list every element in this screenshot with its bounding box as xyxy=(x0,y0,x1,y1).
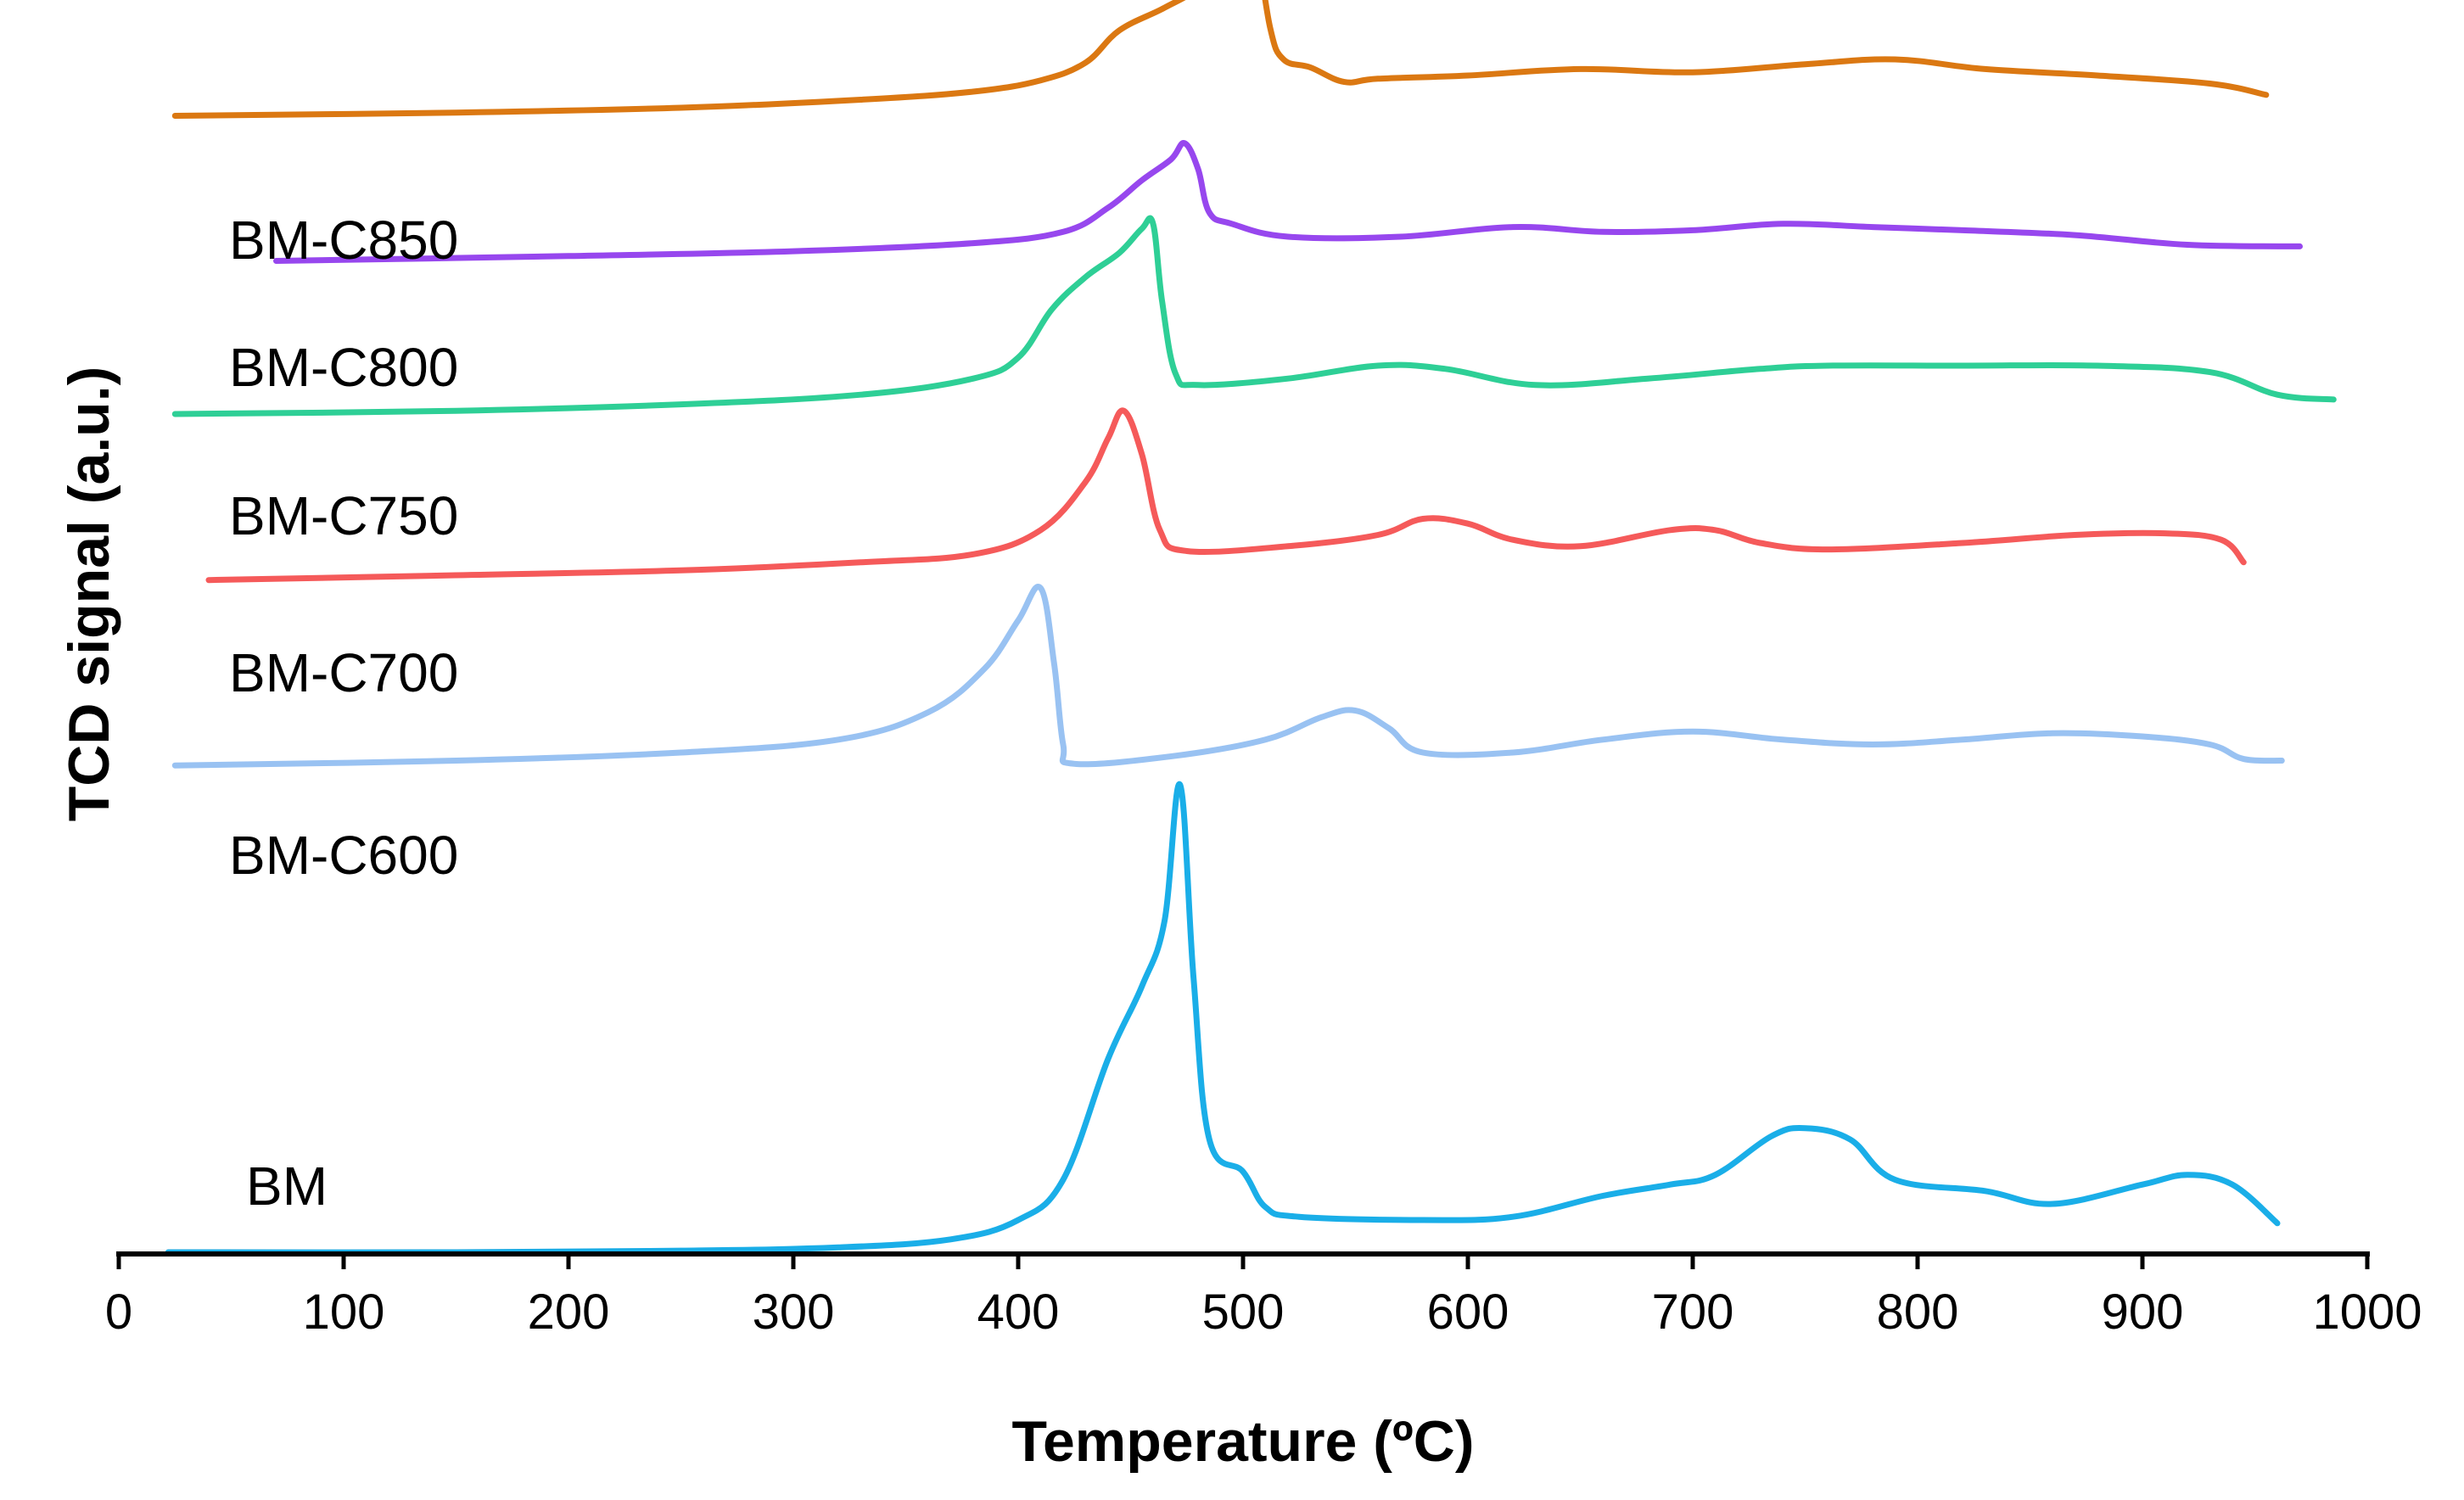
series-label-bm-c800: BM-C800 xyxy=(229,337,458,398)
series-line-bm-c600 xyxy=(171,583,2285,769)
x-tick-label: 800 xyxy=(1877,1285,1959,1340)
series-line-bm xyxy=(165,781,2281,1256)
x-tick-label: 1000 xyxy=(2312,1285,2422,1340)
series-labels: BM BM-C600 BM-C700 BM-C750 BM-C800 BM-C850 xyxy=(229,210,458,1217)
series-curves xyxy=(165,0,2337,1256)
x-tick-label: 200 xyxy=(528,1285,610,1340)
series-label-bm: BM xyxy=(246,1156,328,1217)
x-tick-label: 100 xyxy=(303,1285,385,1340)
series-label-bm-c850: BM-C850 xyxy=(229,210,458,271)
x-axis-title: Temperature (ºC) xyxy=(1012,1409,1475,1474)
x-tick-label: 400 xyxy=(977,1285,1060,1340)
series-line-bm-c750 xyxy=(171,215,2337,417)
x-axis: 0 100 200 300 400 500 600 700 800 900 1000 xyxy=(105,1251,2422,1340)
x-tick-label: 700 xyxy=(1652,1285,1734,1340)
y-axis-title: TCD signal (a.u.) xyxy=(57,367,121,821)
x-tick-label: 0 xyxy=(105,1285,132,1340)
x-tick-label: 900 xyxy=(2102,1285,2184,1340)
series-line-bm-c850 xyxy=(171,0,2270,119)
series-label-bm-c700: BM-C700 xyxy=(229,642,458,703)
x-tick-label: 500 xyxy=(1202,1285,1285,1340)
series-label-bm-c600: BM-C600 xyxy=(229,825,458,886)
series-label-bm-c750: BM-C750 xyxy=(229,485,458,546)
x-tick-label: 600 xyxy=(1427,1285,1509,1340)
series-line-bm-c700 xyxy=(205,407,2247,584)
x-tick-label: 300 xyxy=(753,1285,835,1340)
series-line-bm-c800 xyxy=(273,140,2303,264)
